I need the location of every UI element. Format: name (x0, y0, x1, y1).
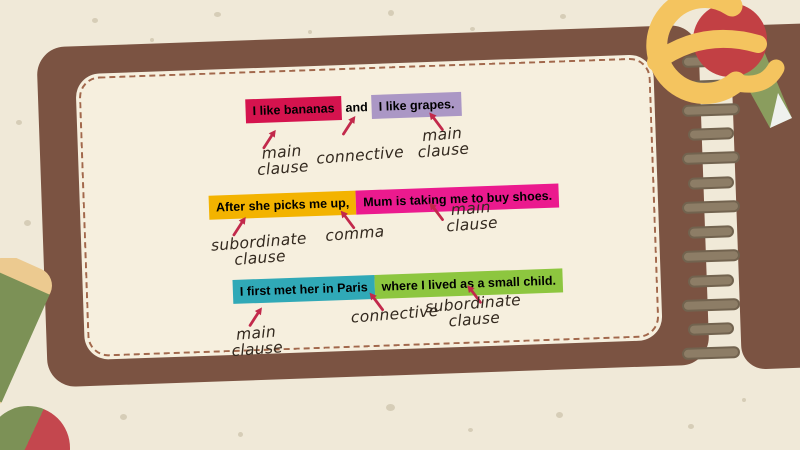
pointer-arrow-icon (467, 285, 482, 304)
label-comma: comma (324, 222, 386, 245)
label-main-clause: main clause (230, 322, 284, 360)
pointer-arrow-icon (342, 116, 356, 136)
pointer-arrow-icon (262, 129, 276, 150)
pointer-arrow-icon (248, 307, 262, 327)
pointer-arrow-icon (232, 216, 246, 237)
label-connective: connective (315, 142, 405, 168)
speckle (556, 412, 563, 418)
speckle (16, 120, 22, 125)
speckle (308, 30, 312, 34)
speckle (688, 424, 694, 429)
label-subordinate-clause: subordinate clause (210, 229, 308, 269)
speckle (468, 428, 473, 432)
clause-box: I like bananas (245, 96, 342, 124)
speckle (470, 27, 475, 31)
pointer-arrow-icon (340, 210, 356, 230)
pointer-arrow-icon (369, 292, 385, 312)
speckle (238, 432, 243, 437)
speckle (214, 12, 221, 17)
clause-box: I first met her in Paris (232, 274, 376, 305)
label-main-clause: main clause (445, 198, 499, 236)
speckle (560, 14, 566, 19)
pencil-icon (0, 258, 52, 437)
speckle (24, 220, 31, 226)
label-subordinate-clause: subordinate clause (424, 290, 522, 331)
speckle (388, 10, 394, 16)
label-main-clause: main clause (416, 124, 470, 161)
label-main-clause: main clause (256, 141, 310, 179)
scissors-icon (646, 0, 792, 128)
speckle (92, 18, 98, 23)
speckle (150, 38, 154, 42)
sentence-row-2: After she picks me up, Mum is taking me … (208, 183, 560, 221)
speckle (120, 414, 127, 420)
speckle (742, 398, 746, 402)
pointer-arrow-icon (429, 202, 444, 221)
pointer-arrow-icon (429, 112, 444, 131)
speckle (386, 404, 395, 411)
